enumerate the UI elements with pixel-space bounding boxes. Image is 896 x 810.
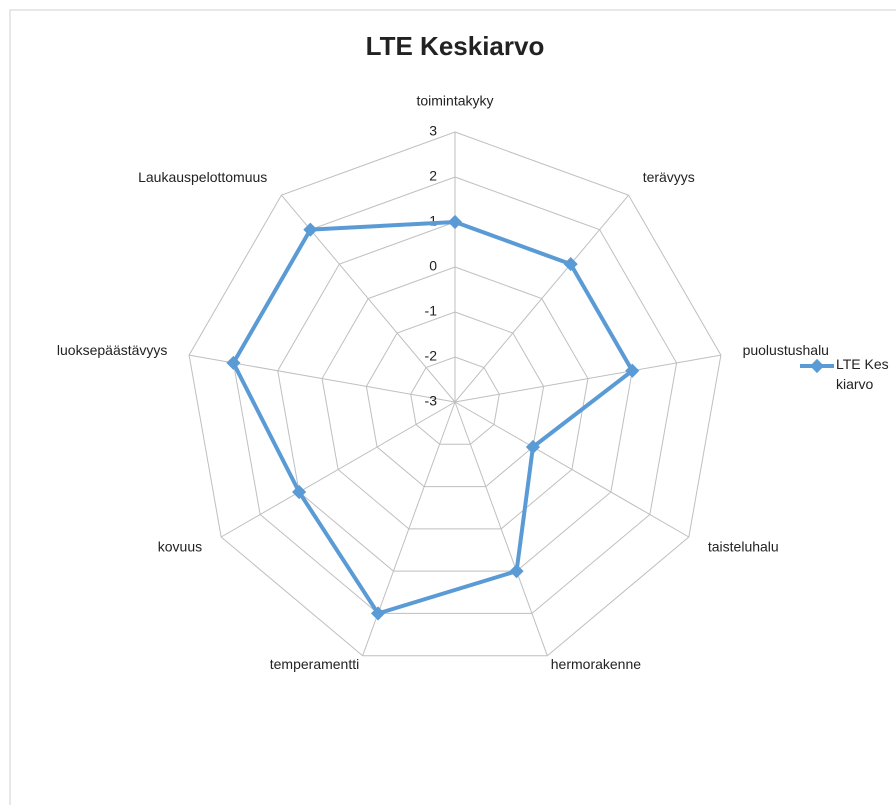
marker [625, 363, 640, 378]
category-label: puolustushalu [743, 342, 829, 358]
spoke [454, 401, 690, 538]
r-tick-label: 2 [429, 168, 437, 184]
spoke [454, 401, 548, 656]
marker [370, 606, 386, 621]
marker [292, 484, 307, 500]
marker [525, 439, 541, 455]
r-tick-label: -3 [425, 393, 438, 409]
chart-border [9, 9, 896, 810]
category-label: hermorakenne [551, 656, 641, 672]
spoke [220, 401, 456, 538]
category-label: taisteluhalu [708, 539, 779, 555]
r-tick-label: -2 [425, 348, 438, 364]
grid-ring [365, 311, 545, 488]
grid-ring [188, 131, 722, 657]
category-label: toimintakyky [416, 93, 493, 109]
r-tick-label: -1 [425, 303, 438, 319]
category-label: temperamentti [270, 656, 359, 672]
r-tick-label: 0 [429, 258, 437, 274]
marker [303, 222, 318, 237]
marker [226, 355, 241, 371]
r-tick-label: 1 [429, 213, 437, 229]
legend-marker [809, 358, 825, 374]
category-label: kovuus [158, 539, 202, 555]
marker [447, 214, 463, 230]
series-line [231, 220, 635, 616]
spoke [454, 354, 721, 403]
marker [563, 257, 578, 272]
legend-label: LTE Keskiarvo [836, 356, 889, 392]
category-label: Laukauspelottomuus [138, 169, 267, 185]
grid-ring [321, 266, 589, 530]
category-label: terävyys [643, 169, 695, 185]
marker [509, 564, 524, 579]
r-tick-label: 3 [429, 123, 437, 139]
grid-ring [410, 356, 500, 445]
spoke [454, 194, 629, 403]
category-label: luoksepäästävyys [57, 342, 168, 358]
chart-title: LTE Keskiarvo [366, 31, 545, 61]
